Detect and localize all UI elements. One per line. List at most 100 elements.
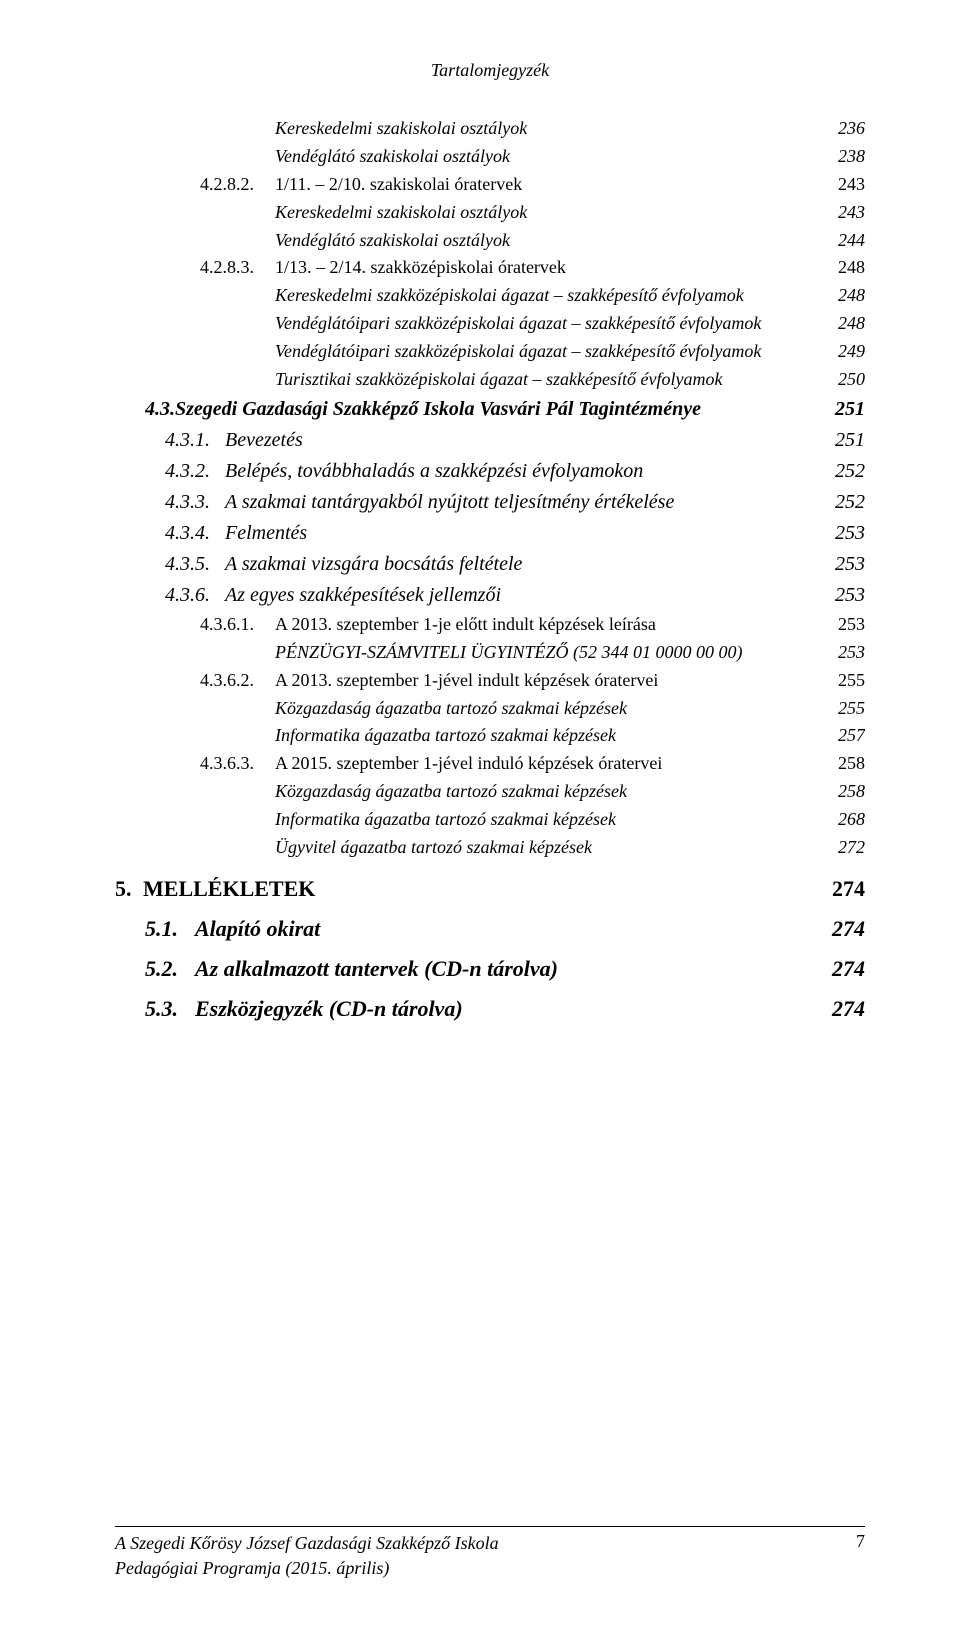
toc-entry: Vendéglátó szakiskolai osztályok 238 (275, 143, 865, 171)
toc-text: Kereskedelmi szakiskolai osztályok (275, 118, 527, 138)
page: Tartalomjegyzék Kereskedelmi szakiskolai… (0, 0, 960, 1634)
toc-number: 4.3.3. (165, 487, 225, 518)
toc-page: 258 (838, 750, 865, 778)
toc-text: 1/11. – 2/10. szakiskolai óratervek (275, 174, 522, 194)
toc-page: 253 (838, 639, 865, 667)
toc-label: 5.2.Az alkalmazott tantervek (CD-n tárol… (145, 952, 558, 986)
toc-entry: Turisztikai szakközépiskolai ágazat – sz… (275, 366, 865, 394)
toc-number: 5.1. (145, 912, 195, 946)
toc-page: 274 (832, 952, 865, 986)
toc-entry: PÉNZÜGYI-SZÁMVITELI ÜGYINTÉZŐ (52 344 01… (275, 639, 865, 667)
toc-page: 253 (838, 611, 865, 639)
toc-text: Kereskedelmi szakközépiskolai ágazat – s… (275, 285, 744, 305)
toc-text: Felmentés (225, 522, 307, 544)
toc-number: 4.3.6.1. (200, 611, 275, 639)
toc-label: Közgazdaság ágazatba tartozó szakmai kép… (275, 778, 627, 806)
toc-page: 258 (838, 778, 865, 806)
toc-label: 5.1.Alapító okirat (145, 912, 320, 946)
toc-number: 5.2. (145, 952, 195, 986)
toc-text: Alapító okirat (195, 916, 320, 941)
toc-label: 4.3.6.2.A 2013. szeptember 1-jével indul… (200, 667, 658, 695)
toc-entry: 4.3.4.Felmentés 253 (165, 518, 865, 549)
toc-page: 250 (838, 366, 865, 394)
toc-text: Közgazdaság ágazatba tartozó szakmai kép… (275, 781, 627, 801)
toc-number: 4.2.8.3. (200, 254, 275, 282)
toc-entry: 4.3.3.A szakmai tantárgyakból nyújtott t… (165, 487, 865, 518)
toc-label: 4.3.1.Bevezetés (165, 425, 303, 456)
toc-entry: 4.3.6.3.A 2015. szeptember 1-jével indul… (200, 750, 865, 778)
footer-page-number: 7 (856, 1531, 865, 1580)
toc-entry: Ügyvitel ágazatba tartozó szakmai képzés… (275, 834, 865, 862)
toc-text: Az egyes szakképesítések jellemzői (225, 584, 501, 606)
toc-page: 268 (838, 806, 865, 834)
toc-entry: 4.3.6.2.A 2013. szeptember 1-jével indul… (200, 667, 865, 695)
toc-label: Ügyvitel ágazatba tartozó szakmai képzés… (275, 834, 592, 862)
toc-number: 4.2.8.2. (200, 171, 275, 199)
toc-label: Kereskedelmi szakközépiskolai ágazat – s… (275, 282, 744, 310)
toc-label: Vendéglátóipari szakközépiskolai ágazat … (275, 310, 761, 338)
toc-page: 272 (838, 834, 865, 862)
toc-text: Vendéglátó szakiskolai osztályok (275, 230, 510, 250)
toc-label: 4.3.3.A szakmai tantárgyakból nyújtott t… (165, 487, 674, 518)
toc-page: 253 (835, 549, 865, 580)
toc-number: 4.3.1. (165, 425, 225, 456)
page-footer: A Szegedi Kőrösy József Gazdasági Szakké… (115, 1526, 865, 1580)
toc-number: 4.3.6. (165, 580, 225, 611)
toc-text: A szakmai vizsgára bocsátás feltétele (225, 553, 522, 575)
toc-label: 4.3.5.A szakmai vizsgára bocsátás feltét… (165, 549, 522, 580)
toc-label: Közgazdaság ágazatba tartozó szakmai kép… (275, 695, 627, 723)
toc-entry: Kereskedelmi szakiskolai osztályok 236 (275, 115, 865, 143)
toc-text: Bevezetés (225, 429, 303, 451)
toc-label: 4.3.2.Belépés, továbbhaladás a szakképzé… (165, 456, 643, 487)
toc-label: Informatika ágazatba tartozó szakmai kép… (275, 722, 616, 750)
toc-entry: Informatika ágazatba tartozó szakmai kép… (275, 722, 865, 750)
table-of-contents: Kereskedelmi szakiskolai osztályok 236Ve… (115, 115, 865, 1026)
toc-label: Kereskedelmi szakiskolai osztályok (275, 199, 527, 227)
toc-entry: 5.MELLÉKLETEK 274 (115, 872, 865, 906)
toc-entry: 4.3.Szegedi Gazdasági Szakképző Iskola V… (145, 394, 865, 425)
toc-label: Vendéglátóipari szakközépiskolai ágazat … (275, 338, 761, 366)
toc-entry: 5.1.Alapító okirat 274 (145, 912, 865, 946)
toc-page: 248 (838, 282, 865, 310)
toc-text: Az alkalmazott tantervek (CD-n tárolva) (195, 956, 558, 981)
toc-entry: 4.2.8.3.1/13. – 2/14. szakközépiskolai ó… (200, 254, 865, 282)
toc-number: 5. (115, 872, 143, 906)
toc-text: Közgazdaság ágazatba tartozó szakmai kép… (275, 698, 627, 718)
toc-entry: Kereskedelmi szakközépiskolai ágazat – s… (275, 282, 865, 310)
toc-text: 1/13. – 2/14. szakközépiskolai óratervek (275, 257, 566, 277)
toc-page: 251 (835, 394, 865, 425)
toc-label: 4.3.Szegedi Gazdasági Szakképző Iskola V… (145, 394, 701, 425)
toc-text: A 2013. szeptember 1-je előtt indult kép… (275, 614, 656, 634)
toc-page: 252 (835, 487, 865, 518)
toc-entry: 5.2.Az alkalmazott tantervek (CD-n tárol… (145, 952, 865, 986)
toc-label: 4.3.6.Az egyes szakképesítések jellemzői (165, 580, 501, 611)
toc-page: 248 (838, 254, 865, 282)
toc-entry: Vendéglátóipari szakközépiskolai ágazat … (275, 338, 865, 366)
toc-label: PÉNZÜGYI-SZÁMVITELI ÜGYINTÉZŐ (52 344 01… (275, 639, 743, 667)
toc-number: 4.3.6.2. (200, 667, 275, 695)
toc-text: Turisztikai szakközépiskolai ágazat – sz… (275, 369, 722, 389)
toc-entry: 4.3.2.Belépés, továbbhaladás a szakképzé… (165, 456, 865, 487)
toc-page: 257 (838, 722, 865, 750)
toc-label: 4.3.4.Felmentés (165, 518, 307, 549)
toc-number: 4.3.4. (165, 518, 225, 549)
toc-page: 255 (838, 695, 865, 723)
toc-page: 238 (838, 143, 865, 171)
toc-text: Belépés, továbbhaladás a szakképzési évf… (225, 460, 643, 482)
footer-line1: A Szegedi Kőrösy József Gazdasági Szakké… (115, 1531, 499, 1555)
toc-text: Vendéglátóipari szakközépiskolai ágazat … (275, 313, 761, 333)
toc-entry: Vendéglátó szakiskolai osztályok 244 (275, 227, 865, 255)
toc-page: 243 (838, 171, 865, 199)
header-title: Tartalomjegyzék (115, 60, 865, 81)
toc-page: 253 (835, 518, 865, 549)
toc-text: PÉNZÜGYI-SZÁMVITELI ÜGYINTÉZŐ (52 344 01… (275, 642, 743, 662)
toc-page: 253 (835, 580, 865, 611)
toc-label: Kereskedelmi szakiskolai osztályok (275, 115, 527, 143)
toc-label: Vendéglátó szakiskolai osztályok (275, 227, 510, 255)
toc-label: 4.2.8.2.1/11. – 2/10. szakiskolai órater… (200, 171, 522, 199)
toc-entry: Közgazdaság ágazatba tartozó szakmai kép… (275, 695, 865, 723)
footer-line2: Pedagógiai Programja (2015. április) (115, 1556, 499, 1580)
toc-text: Kereskedelmi szakiskolai osztályok (275, 202, 527, 222)
toc-page: 252 (835, 456, 865, 487)
toc-page: 274 (832, 992, 865, 1026)
